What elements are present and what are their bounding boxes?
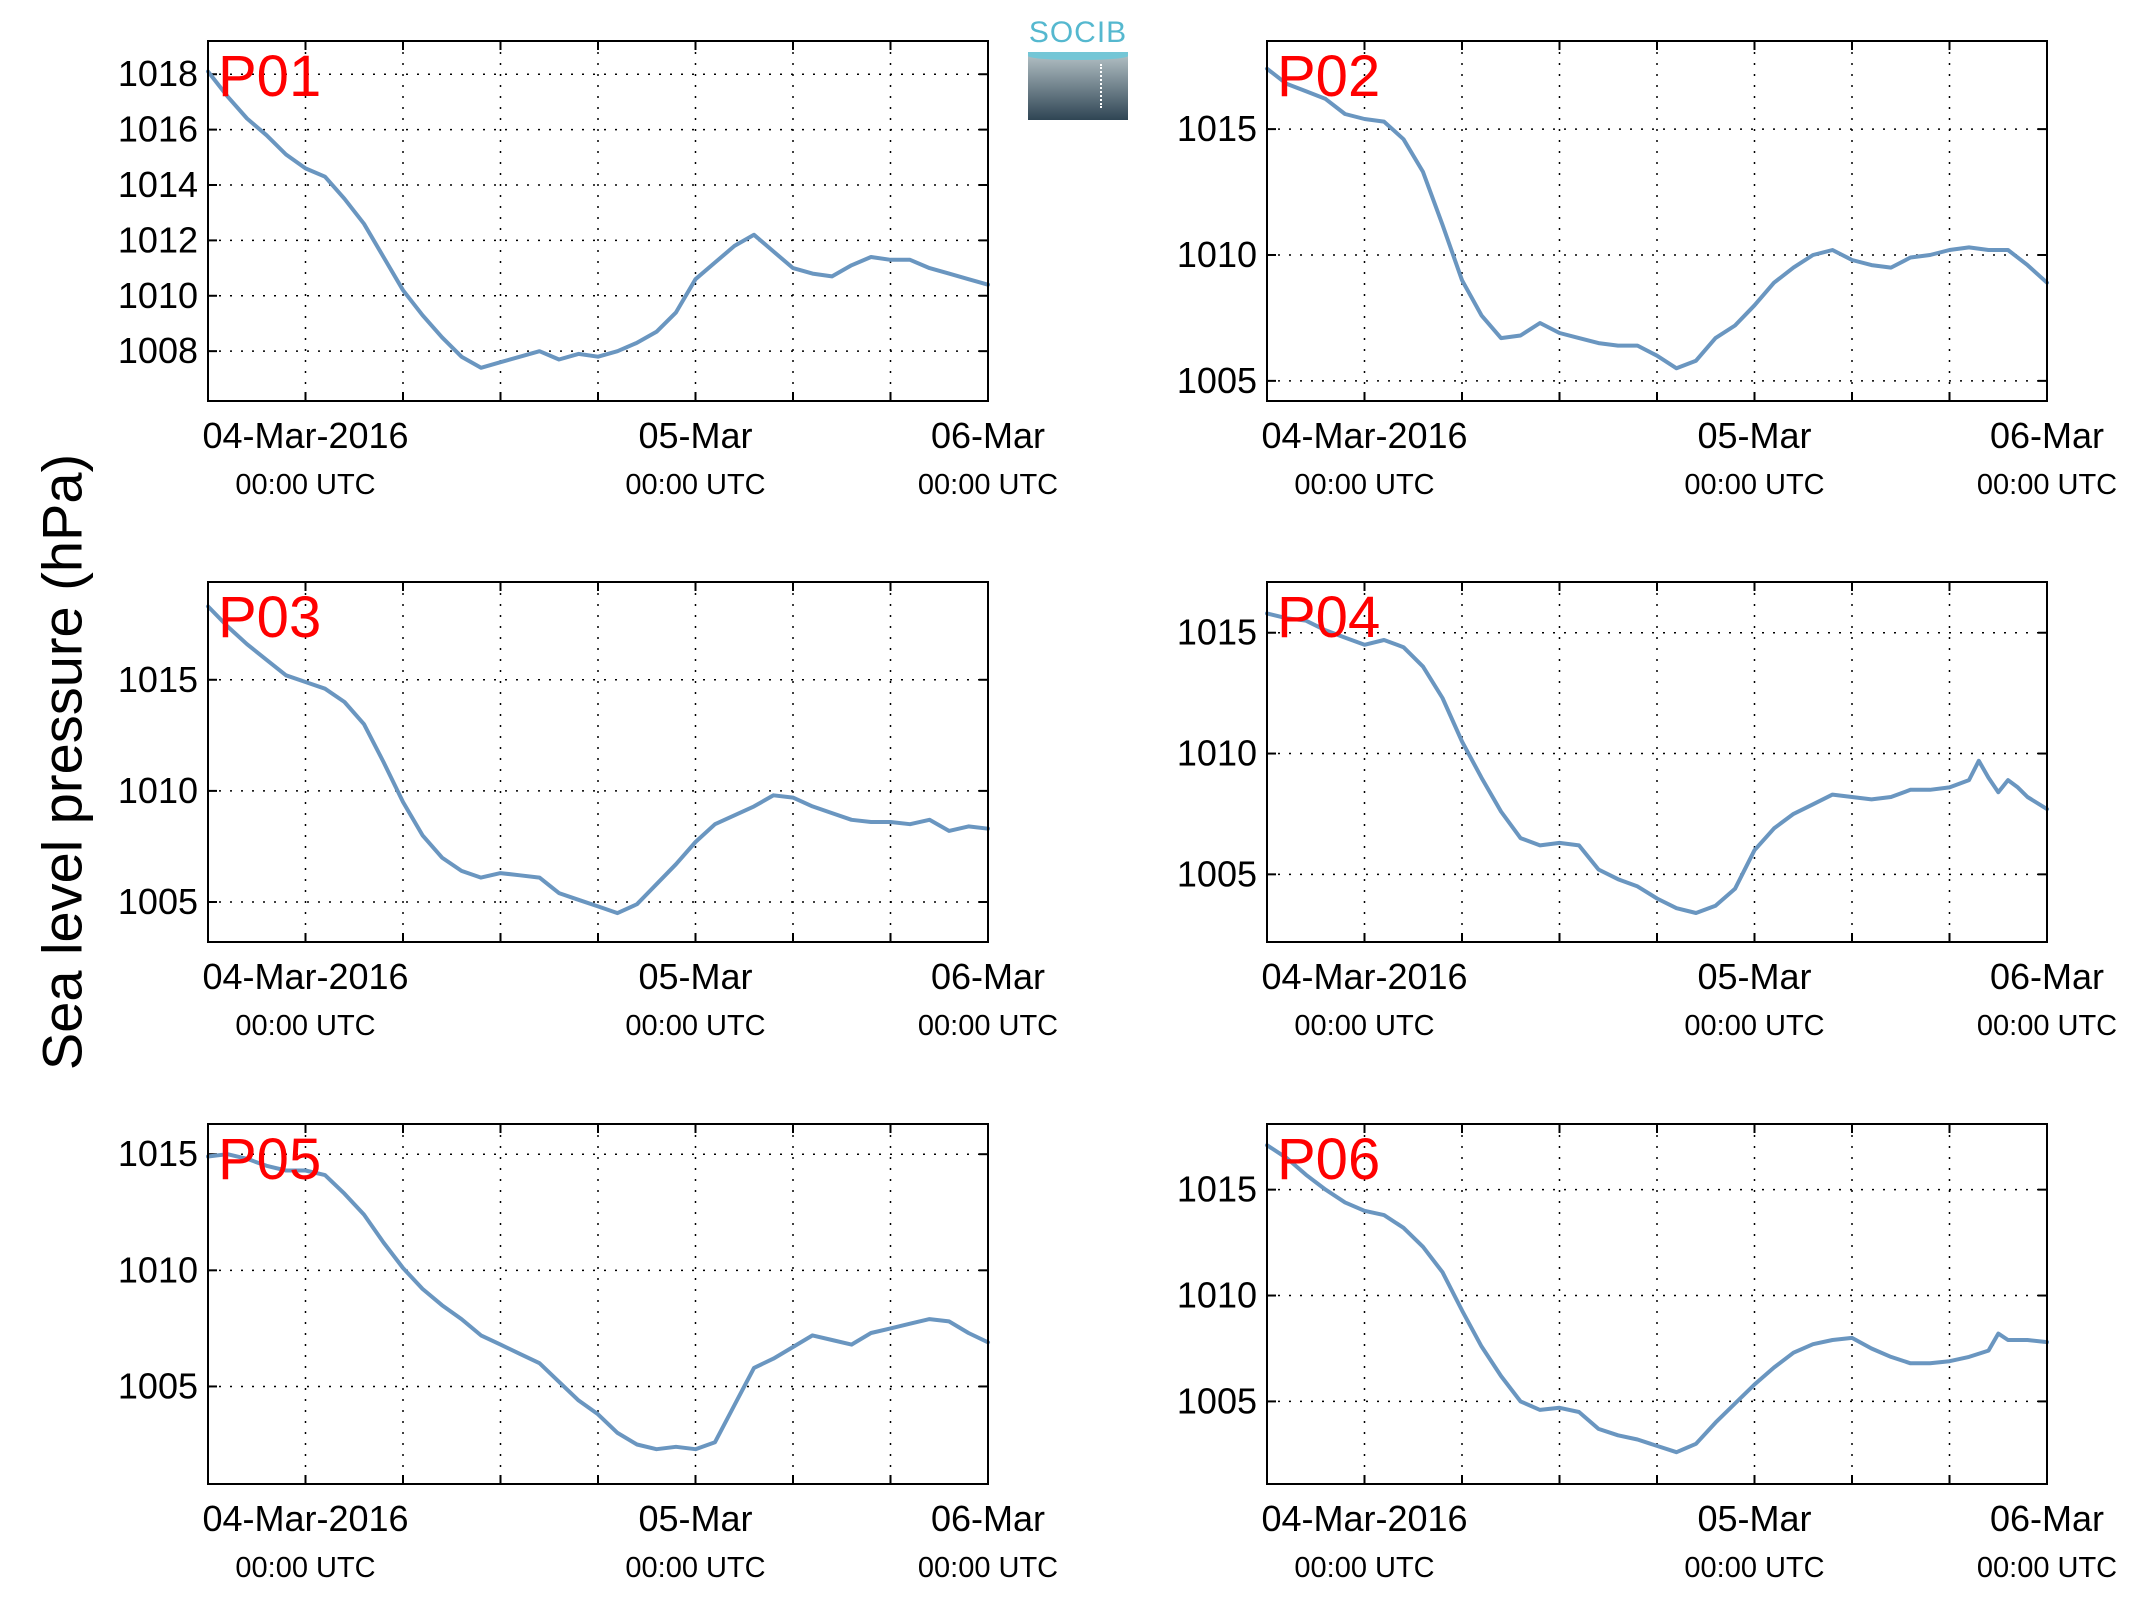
y-tick-label: 1010	[1177, 1275, 1257, 1316]
x-tick-sublabel: 00:00 UTC	[918, 469, 1058, 501]
panel-label: P02	[1277, 44, 1380, 109]
x-tick-sublabel: 00:00 UTC	[1294, 1010, 1434, 1042]
series-line	[206, 604, 990, 916]
axes-frame	[207, 581, 989, 943]
y-axis-label: Sea level pressure (hPa)	[30, 453, 94, 1071]
x-tick-label: 04-Mar-2016	[1261, 1498, 1467, 1539]
x-tick-sublabel: 00:00 UTC	[235, 1552, 375, 1584]
x-tick-sublabel: 00:00 UTC	[1684, 1010, 1824, 1042]
y-tick-label: 1015	[118, 659, 198, 700]
x-tick-sublabel: 00:00 UTC	[1684, 1552, 1824, 1584]
x-tick-sublabel: 00:00 UTC	[625, 1010, 765, 1042]
panel-label: P06	[1277, 1127, 1380, 1192]
panel-p01: 04-Mar-2016 00:00 UTC 05-Mar 00:00 UTC 06-Ma…	[118, 40, 1058, 501]
x-tick-sublabel: 00:00 UTC	[1294, 1552, 1434, 1584]
y-tick-label: 1014	[118, 164, 198, 205]
x-tick-sublabel: 00:00 UTC	[1977, 1010, 2117, 1042]
series-line	[1265, 611, 2049, 915]
x-tick-sublabel: 00:00 UTC	[918, 1010, 1058, 1042]
x-tick-sublabel: 00:00 UTC	[918, 1552, 1058, 1584]
panel-p02: 04-Mar-2016 00:00 UTC 05-Mar 00:00 UTC 06-Ma…	[1177, 40, 2117, 501]
axes-frame	[1266, 581, 2048, 943]
panel-label: P01	[218, 44, 321, 109]
y-tick-label: 1012	[118, 219, 198, 260]
logo-mark	[1028, 52, 1128, 120]
x-tick-label: 05-Mar	[1697, 415, 1811, 456]
x-tick-sublabel: 00:00 UTC	[1294, 469, 1434, 501]
panel-p06: 04-Mar-2016 00:00 UTC 05-Mar 00:00 UTC 06-Ma…	[1177, 1123, 2117, 1584]
x-tick-label: 05-Mar	[638, 415, 752, 456]
panel-p03: 04-Mar-2016 00:00 UTC 05-Mar 00:00 UTC 06-Ma…	[118, 581, 1058, 1042]
y-tick-label: 1015	[118, 1133, 198, 1174]
y-tick-label: 1015	[1177, 108, 1257, 149]
socib-logo: SOCIB	[1028, 16, 1128, 120]
x-tick-label: 04-Mar-2016	[202, 956, 408, 997]
y-tick-label: 1010	[1177, 733, 1257, 774]
y-tick-label: 1005	[118, 1365, 198, 1406]
y-tick-label: 1010	[118, 1249, 198, 1290]
y-tick-label: 1008	[118, 330, 198, 371]
x-tick-sublabel: 00:00 UTC	[1977, 469, 2117, 501]
series-line	[206, 1152, 990, 1452]
series-line	[206, 69, 990, 370]
panel-p05: 04-Mar-2016 00:00 UTC 05-Mar 00:00 UTC 06-Ma…	[118, 1123, 1058, 1584]
x-tick-label: 06-Mar	[931, 956, 1045, 997]
y-tick-label: 1005	[1177, 853, 1257, 894]
y-tick-label: 1010	[118, 770, 198, 811]
x-tick-sublabel: 00:00 UTC	[1684, 469, 1824, 501]
y-tick-label: 1015	[1177, 612, 1257, 653]
panel-label: P04	[1277, 585, 1380, 650]
x-tick-label: 06-Mar	[1990, 415, 2104, 456]
x-tick-label: 06-Mar	[931, 1498, 1045, 1539]
y-tick-label: 1005	[1177, 360, 1257, 401]
axes-frame	[1266, 40, 2048, 402]
x-tick-sublabel: 00:00 UTC	[1977, 1552, 2117, 1584]
logo-text: SOCIB	[1028, 16, 1128, 49]
y-tick-label: 1005	[1177, 1380, 1257, 1421]
x-tick-sublabel: 00:00 UTC	[235, 469, 375, 501]
x-tick-label: 05-Mar	[638, 1498, 752, 1539]
axes-frame	[1266, 1123, 2048, 1485]
x-tick-label: 05-Mar	[1697, 956, 1811, 997]
x-tick-sublabel: 00:00 UTC	[625, 469, 765, 501]
x-tick-label: 04-Mar-2016	[1261, 956, 1467, 997]
x-tick-label: 04-Mar-2016	[202, 415, 408, 456]
y-tick-label: 1005	[118, 881, 198, 922]
x-tick-sublabel: 00:00 UTC	[235, 1010, 375, 1042]
x-tick-sublabel: 00:00 UTC	[625, 1552, 765, 1584]
x-tick-label: 06-Mar	[1990, 956, 2104, 997]
y-tick-label: 1010	[118, 275, 198, 316]
y-tick-label: 1018	[118, 53, 198, 94]
x-tick-label: 06-Mar	[931, 415, 1045, 456]
panel-label: P05	[218, 1127, 321, 1192]
series-line	[1265, 1143, 2049, 1455]
x-tick-label: 06-Mar	[1990, 1498, 2104, 1539]
x-tick-label: 05-Mar	[638, 956, 752, 997]
axes-frame	[207, 1123, 989, 1485]
x-tick-label: 05-Mar	[1697, 1498, 1811, 1539]
series-line	[1265, 66, 2049, 371]
axes-frame	[207, 40, 989, 402]
y-tick-label: 1015	[1177, 1169, 1257, 1210]
panel-label: P03	[218, 585, 321, 650]
y-tick-label: 1016	[118, 109, 198, 150]
y-tick-label: 1010	[1177, 234, 1257, 275]
x-tick-label: 04-Mar-2016	[1261, 415, 1467, 456]
panel-p04: 04-Mar-2016 00:00 UTC 05-Mar 00:00 UTC 06-Ma…	[1177, 581, 2117, 1042]
x-tick-label: 04-Mar-2016	[202, 1498, 408, 1539]
